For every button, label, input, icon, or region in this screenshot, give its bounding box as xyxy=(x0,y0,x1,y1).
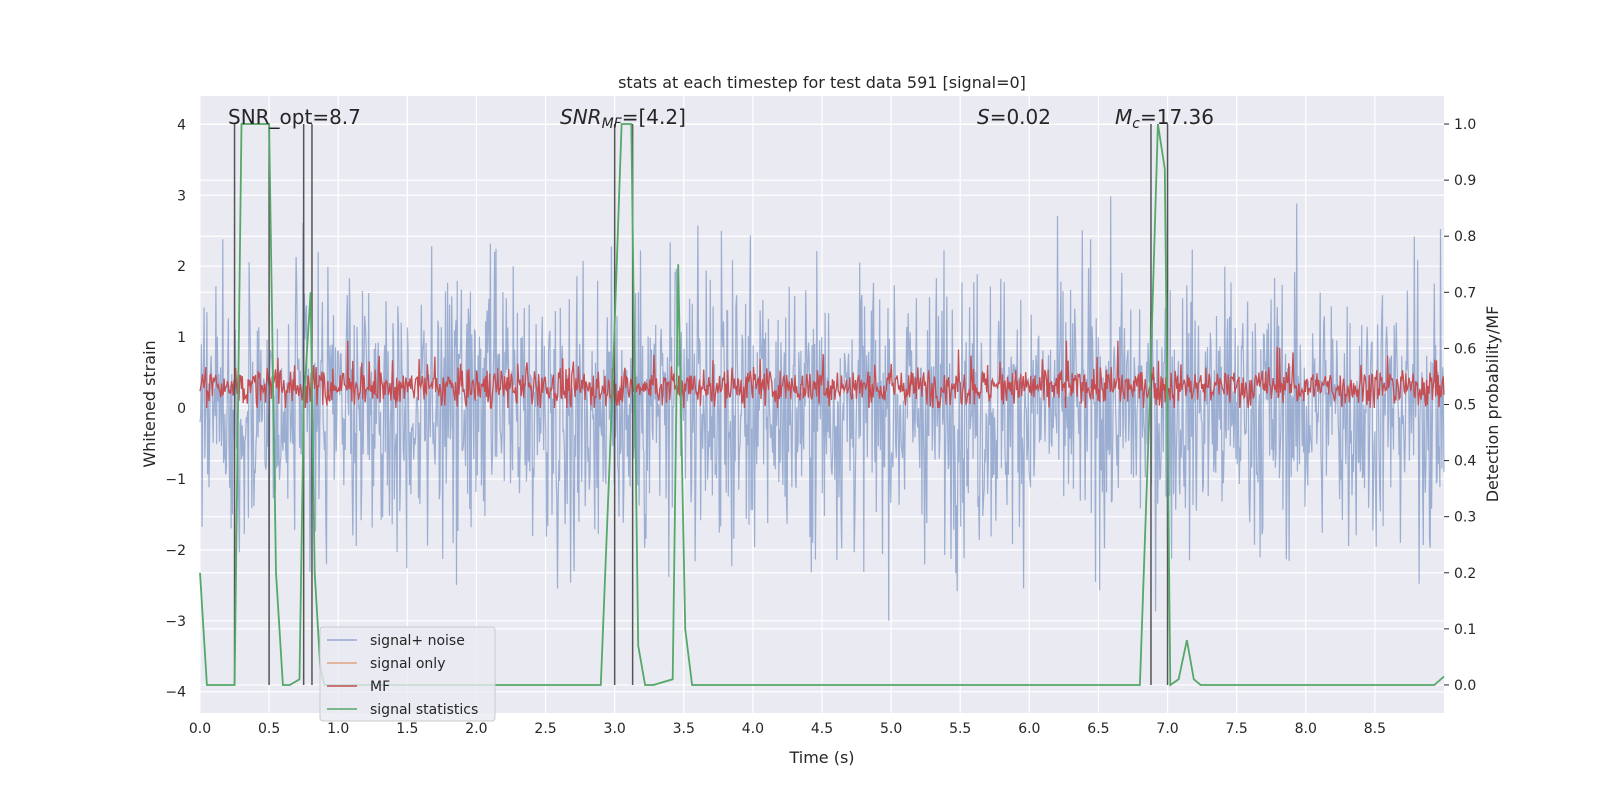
y2-tick-label: 0.4 xyxy=(1454,454,1476,470)
y2-tick-label: 0.8 xyxy=(1454,229,1476,245)
y-tick-label: −1 xyxy=(165,472,186,488)
legend-label-signal-noise: signal+ noise xyxy=(370,633,465,649)
y2-axis-ticks: 1.0 0.9 0.8 0.7 0.6 0.5 0.4 0.3 0.2 0.1 0.0 xyxy=(1444,117,1476,694)
y2-tick-label: 0.2 xyxy=(1454,566,1476,582)
x-tick-label: 4.5 xyxy=(811,721,833,737)
y2-tick-label: 0.5 xyxy=(1454,398,1476,414)
annotation-mc: Mc=17.36 xyxy=(1115,105,1214,132)
y-tick-label: −3 xyxy=(165,614,186,630)
snr-mf-value: =[4.2] xyxy=(622,105,686,129)
x-tick-label: 2.0 xyxy=(465,721,487,737)
y-tick-label: 4 xyxy=(177,117,186,133)
mc-value: =17.36 xyxy=(1140,105,1214,129)
x-tick-label: 1.5 xyxy=(396,721,418,737)
y-axis-label: Whitened strain xyxy=(140,340,159,467)
y2-tick-label: 1.0 xyxy=(1454,117,1476,133)
y-tick-label: −2 xyxy=(165,543,186,559)
snr-mf-subscript: MF xyxy=(602,116,623,132)
y-tick-label: 2 xyxy=(177,259,186,275)
annotation-snr-opt: SNR_opt=8.7 xyxy=(228,105,361,129)
x-tick-label: 5.0 xyxy=(880,721,902,737)
x-tick-label: 0.0 xyxy=(189,721,211,737)
y2-tick-label: 0.9 xyxy=(1454,173,1476,189)
signal-noise-series xyxy=(199,196,1445,621)
x-tick-label: 8.5 xyxy=(1364,721,1386,737)
s-value: =0.02 xyxy=(990,105,1051,129)
signal-statistics-line xyxy=(199,123,1445,687)
y2-axis-label: Detection probability/MF xyxy=(1483,306,1502,503)
x-tick-label: 3.5 xyxy=(673,721,695,737)
legend-label-signal-only: signal only xyxy=(370,656,445,672)
chart-title: stats at each timestep for test data 591… xyxy=(618,73,1026,92)
y2-tick-label: 0.1 xyxy=(1454,622,1476,638)
x-tick-label: 5.5 xyxy=(949,721,971,737)
y2-tick-label: 0.0 xyxy=(1454,678,1476,694)
legend: signal+ noise signal only MF signal stat… xyxy=(319,626,496,722)
y-axis-ticks: 4 3 2 1 0 −1 −2 −3 −4 xyxy=(165,117,186,700)
x-tick-label: 6.5 xyxy=(1087,721,1109,737)
s-symbol: S xyxy=(977,105,990,129)
y-tick-label: 0 xyxy=(177,401,186,417)
signal-statistics-series xyxy=(199,123,1445,687)
mc-subscript: c xyxy=(1132,116,1140,132)
y2-tick-label: 0.7 xyxy=(1454,285,1476,301)
x-tick-label: 2.5 xyxy=(534,721,556,737)
y-tick-label: 1 xyxy=(177,330,186,346)
signal-noise-line xyxy=(199,196,1445,621)
x-tick-label: 3.0 xyxy=(604,721,626,737)
mc-symbol: M xyxy=(1115,105,1132,129)
mf-series xyxy=(199,340,1445,409)
y2-tick-label: 0.6 xyxy=(1454,341,1476,357)
x-axis-ticks: 0.0 0.5 1.0 1.5 2.0 2.5 3.0 3.5 4.0 4.5 5.0 5.5 6.0 6… xyxy=(189,721,1386,737)
legend-box xyxy=(319,626,496,722)
x-tick-label: 7.0 xyxy=(1156,721,1178,737)
x-tick-label: 4.0 xyxy=(742,721,764,737)
x-axis-label: Time (s) xyxy=(788,748,854,767)
y-tick-label: −4 xyxy=(165,685,186,701)
annotation-snr-mf: SNRMF=[4.2] xyxy=(560,105,686,132)
annotation-s: S=0.02 xyxy=(977,105,1051,129)
mf-line xyxy=(199,340,1445,409)
x-tick-label: 7.5 xyxy=(1226,721,1248,737)
y-tick-label: 3 xyxy=(177,188,186,204)
x-tick-label: 8.0 xyxy=(1295,721,1317,737)
x-tick-label: 6.0 xyxy=(1018,721,1040,737)
x-tick-label: 1.0 xyxy=(327,721,349,737)
snr-mf-symbol: SNR xyxy=(560,105,602,129)
x-tick-label: 0.5 xyxy=(258,721,280,737)
y2-tick-label: 0.3 xyxy=(1454,510,1476,526)
legend-label-mf: MF xyxy=(370,679,390,695)
legend-label-signal-statistics: signal statistics xyxy=(370,702,478,718)
